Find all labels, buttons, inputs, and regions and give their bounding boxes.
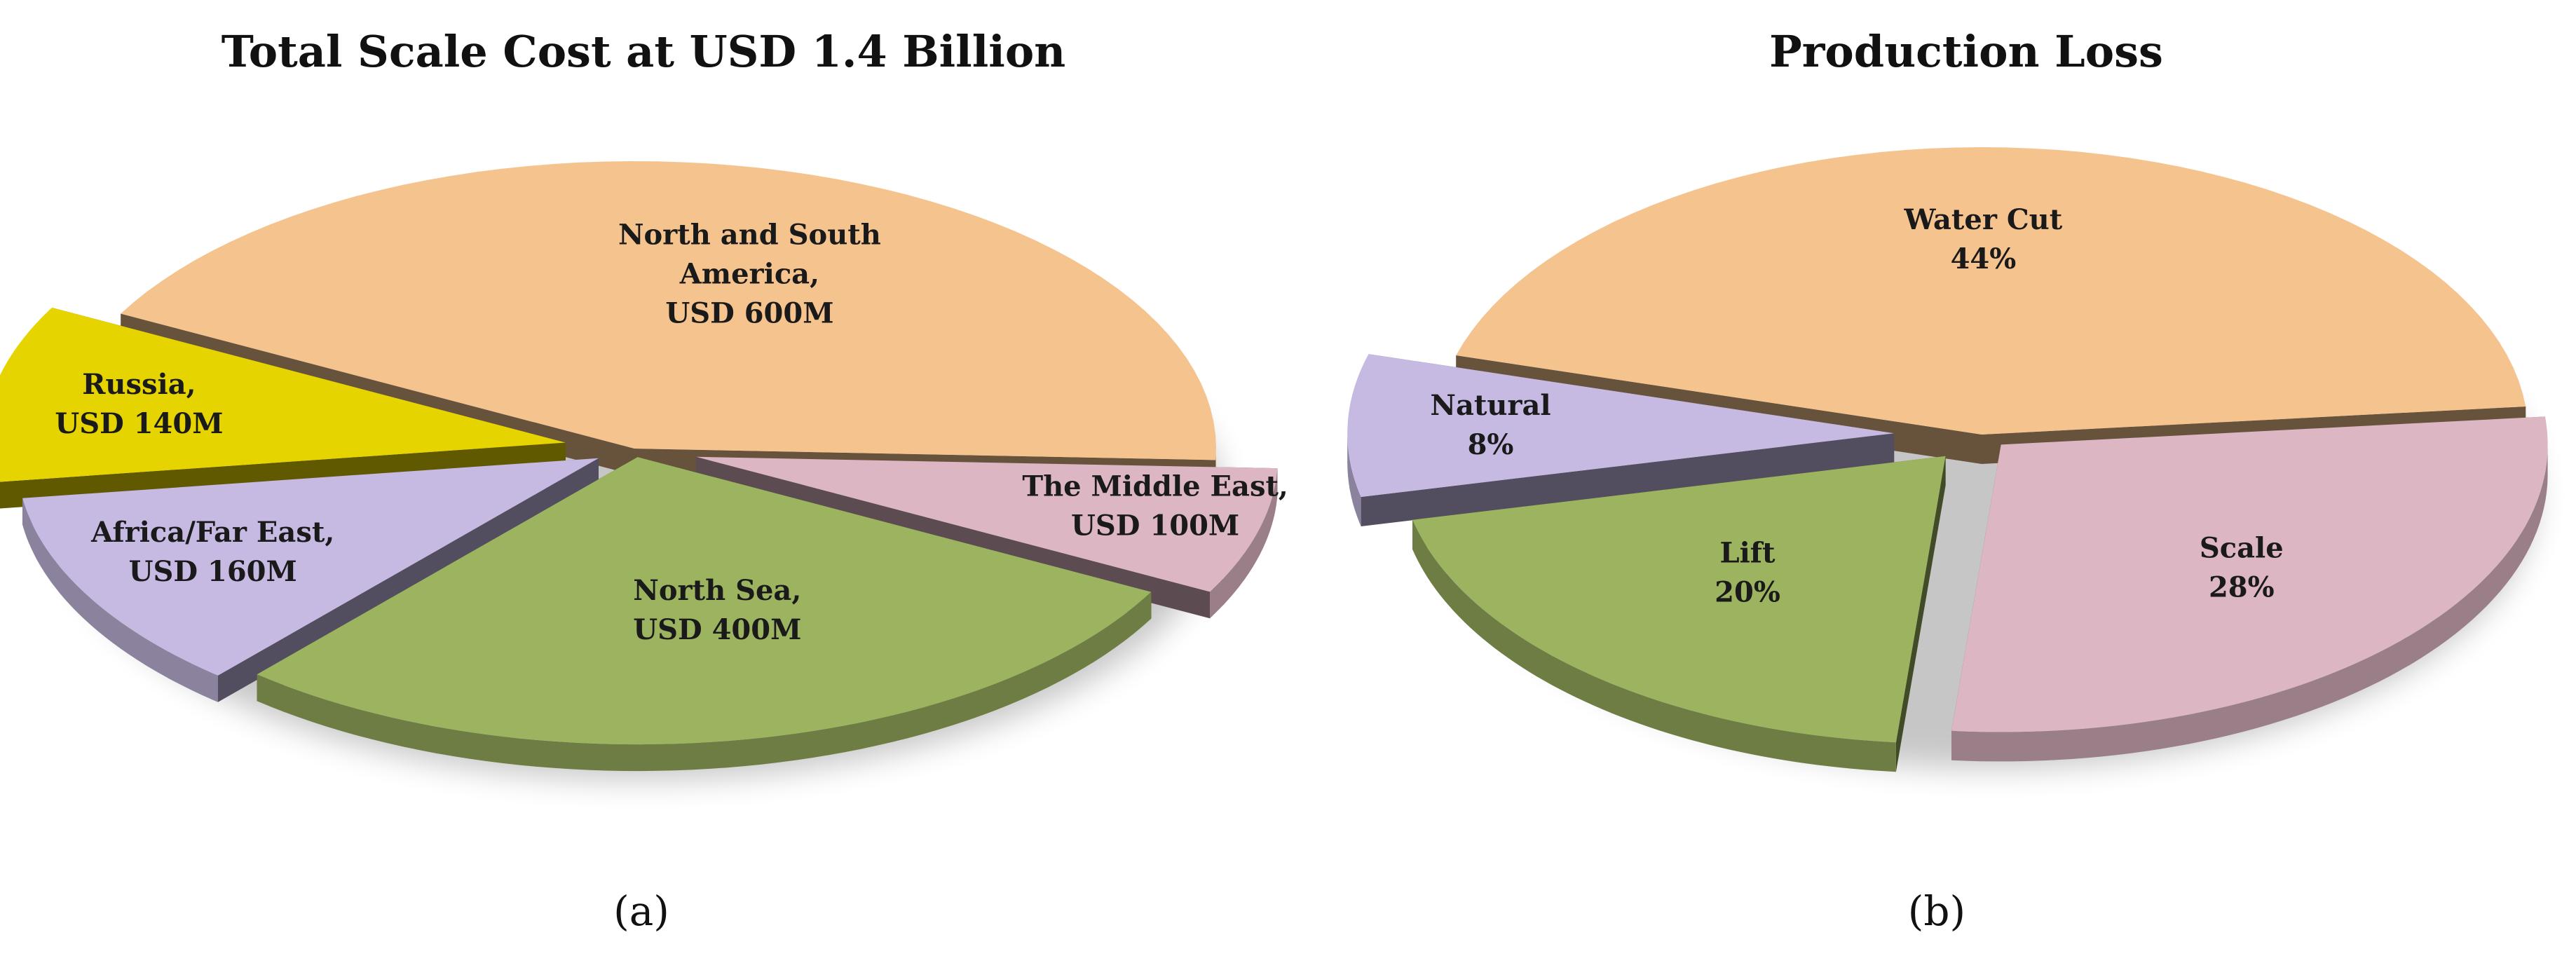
slice-label-line: Lift xyxy=(1719,537,1776,570)
slice-wall-natural xyxy=(1361,433,1895,526)
slice-label-line: Africa/Far East, xyxy=(90,516,334,549)
slice-label-russia: Russia, USD 140M xyxy=(55,368,223,440)
slice-wall-lift xyxy=(1895,456,1946,772)
slice-label-north-and-south: North and South America, USD 600M xyxy=(618,219,881,330)
pie-slice-lift xyxy=(1412,456,1946,743)
slice-label-line: America, xyxy=(679,258,819,291)
chart-caption: (b) xyxy=(1908,887,1965,935)
pie-slice-russia xyxy=(0,308,566,482)
slice-rim-lift xyxy=(1412,519,1896,772)
pie-chart-total-scale-cost: Total Scale Cost at USD 1.4 Billion Nort… xyxy=(0,26,1288,935)
slice-label-line: The Middle East, xyxy=(1022,470,1288,503)
chart-title: Production Loss xyxy=(1769,26,2163,77)
slice-rim-africa-far-east xyxy=(22,498,218,702)
slice-label-line: North Sea, xyxy=(633,574,801,607)
slice-label-line: USD 160M xyxy=(129,555,297,588)
slice-label-lift: Lift 20% xyxy=(1715,537,1780,609)
slice-label-line: Natural xyxy=(1430,389,1551,422)
slice-rim-north-sea xyxy=(257,592,1152,772)
chart-title: Total Scale Cost at USD 1.4 Billion xyxy=(222,26,1066,77)
pie-slice-north-sea xyxy=(257,457,1152,745)
slice-label-line: Russia, xyxy=(82,368,196,401)
slice-label-line: 20% xyxy=(1715,576,1780,609)
slice-rim-natural xyxy=(1347,433,1361,526)
slice-label-north-sea: North Sea, USD 400M xyxy=(633,574,801,646)
pie-chart-production-loss: Production Loss Water Cut 44% Scale 28% Lift… xyxy=(1347,26,2548,935)
chart-panel-production-loss: Production Loss Water Cut 44% Scale 28% Lift… xyxy=(1288,0,2576,970)
slice-label-line: USD 400M xyxy=(633,613,801,646)
pie-slice-natural xyxy=(1347,354,1895,497)
slice-label-line: 44% xyxy=(1951,242,2017,275)
slice-label-water-cut: Water Cut 44% xyxy=(1904,203,2063,275)
slice-label-line: North and South xyxy=(618,219,881,252)
pie-slice-north-and-south xyxy=(121,161,1217,460)
slice-label-line: USD 600M xyxy=(665,297,833,330)
pie-slice-scale xyxy=(1951,416,2548,732)
slice-label-natural: Natural 8% xyxy=(1430,389,1551,461)
chart-panel-total-scale-cost: Total Scale Cost at USD 1.4 Billion Nort… xyxy=(0,26,1288,935)
pie-slice-africa-far-east xyxy=(22,458,599,676)
slice-label-line: Water Cut xyxy=(1904,203,2063,236)
slice-label-line: USD 100M xyxy=(1071,509,1239,542)
slice-label-line: USD 140M xyxy=(55,407,223,440)
slice-label-line: 28% xyxy=(2209,571,2275,604)
pie-slice-the-middle-east xyxy=(696,456,1278,592)
slice-rim-the-middle-east xyxy=(1210,468,1278,619)
slice-wall-africa-far-east xyxy=(218,458,599,702)
slice-label-line: Scale xyxy=(2200,532,2284,565)
slice-label-scale: Scale 28% xyxy=(2200,532,2284,604)
slice-label-line: 8% xyxy=(1468,428,1514,461)
slice-label-the-middle-east: The Middle East, USD 100M xyxy=(1022,470,1288,542)
slice-label-africa-far-east: Africa/Far East, USD 160M xyxy=(90,516,334,588)
chart-caption: (a) xyxy=(613,887,669,935)
pie-slice-water-cut xyxy=(1456,147,2526,435)
